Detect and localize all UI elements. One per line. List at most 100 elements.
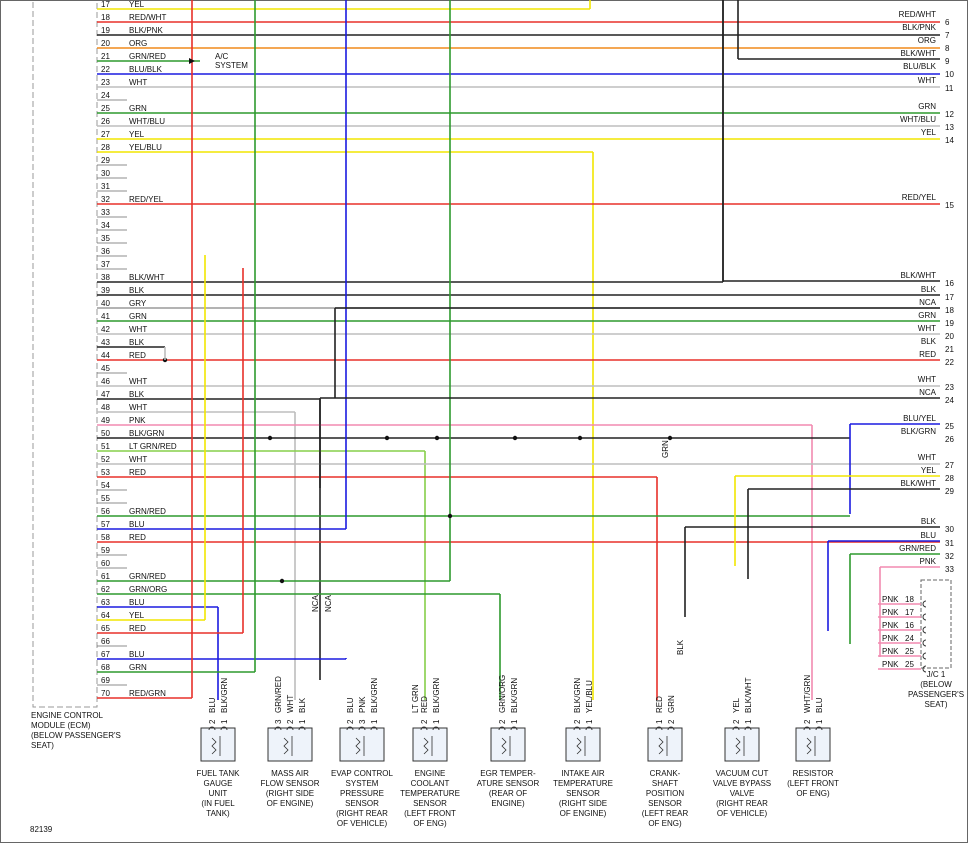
junction-wire-label: PNK (882, 595, 899, 604)
pin-wire-label: BLU (129, 520, 145, 529)
component-pin-number: 2 (346, 719, 355, 724)
pin-wire-label: GRN (129, 312, 147, 321)
pin-number: 44 (101, 351, 110, 360)
connector-wire-label: WHT/BLU (900, 115, 936, 124)
pin-wire-label: BLK (129, 390, 145, 399)
component-name: OF ENG) (796, 789, 830, 798)
pin-number: 36 (101, 247, 110, 256)
component-name: OF ENG) (648, 819, 682, 828)
pin-wire-label: YEL (129, 0, 145, 9)
connector-wire-label: BLK (921, 337, 937, 346)
component-name: TEMPERATURE (553, 779, 613, 788)
junction-wire-label: PNK (882, 647, 899, 656)
ecm-label: SEAT) (31, 741, 54, 750)
pin-wire-label: RED (129, 624, 146, 633)
connector-number: 23 (945, 383, 954, 392)
component-wire-label: YEL/BLU (585, 680, 594, 713)
connector-wire-label: BLK (921, 285, 937, 294)
connector-number: 10 (945, 70, 954, 79)
component-pin-number: 1 (815, 719, 824, 724)
connector-wire-label: GRN (918, 311, 936, 320)
connector-wire-label: GRN (918, 102, 936, 111)
connector-wire-label: BLU (920, 531, 936, 540)
connector-number: 17 (945, 293, 954, 302)
connector-number: 15 (945, 201, 954, 210)
pin-terminal (573, 726, 581, 731)
component-name: VALVE BYPASS (713, 779, 771, 788)
connector-number: 24 (945, 396, 954, 405)
pin-number: 17 (101, 0, 110, 9)
connector-wire-label: PNK (920, 557, 937, 566)
pin-number: 47 (101, 390, 110, 399)
connector-wire-label: NCA (919, 388, 937, 397)
component-name: TEMPERATURE (400, 789, 460, 798)
pin-number: 61 (101, 572, 110, 581)
nca-label: NCA (324, 594, 333, 612)
pin-number: 27 (101, 130, 110, 139)
pin-terminal (358, 726, 366, 731)
component-pin-number: 2 (420, 719, 429, 724)
component-name: FUEL TANK (197, 769, 241, 778)
pin-terminal (498, 726, 506, 731)
pin-number: 19 (101, 26, 110, 35)
connector-number: 19 (945, 319, 954, 328)
pin-wire-label: GRN (129, 104, 147, 113)
pin-wire-label: YEL/BLU (129, 143, 162, 152)
component-name: VALVE (730, 789, 755, 798)
splice (267, 435, 273, 441)
component-wire-label: GRN/ORG (498, 675, 507, 713)
pin-wire-label: WHT (129, 78, 147, 87)
connector-number: 30 (945, 525, 954, 534)
component-box (490, 727, 526, 762)
connector-number: 25 (945, 422, 954, 431)
component-symbol (735, 736, 745, 756)
pin-number: 48 (101, 403, 110, 412)
component-wire-label: BLU (208, 697, 217, 713)
connector-number: 26 (945, 435, 954, 444)
junction-terminal (922, 639, 927, 647)
connector-number: 32 (945, 552, 954, 561)
junction-wire-label: PNK (882, 660, 899, 669)
pin-number: 64 (101, 611, 110, 620)
pin-wire-label: WHT (129, 377, 147, 386)
pin-number: 37 (101, 260, 110, 269)
pin-wire-label: BLK (129, 286, 145, 295)
pin-number: 49 (101, 416, 110, 425)
component-wire-label: PNK (358, 696, 367, 713)
pin-number: 54 (101, 481, 110, 490)
pin-number: 23 (101, 78, 110, 87)
component-wire-label: LT GRN (411, 684, 420, 713)
component-box (200, 727, 236, 762)
pin-number: 50 (101, 429, 110, 438)
component-pin-number: 1 (298, 719, 307, 724)
component-symbol (501, 736, 511, 756)
connector-wire-label: RED/YEL (902, 193, 937, 202)
pin-wire-label: GRN/RED (129, 52, 166, 61)
pin-number: 38 (101, 273, 110, 282)
pin-wire-label: BLK (129, 338, 145, 347)
pin-wire-label: GRN/RED (129, 572, 166, 581)
ecm-label: ENGINE CONTROL (31, 711, 104, 720)
component-box (412, 727, 448, 762)
connector-wire-label: BLK/WHT (900, 271, 936, 280)
component-pin-number: 3 (274, 719, 283, 724)
splice (512, 435, 518, 441)
pin-terminal (655, 726, 663, 731)
pin-number: 52 (101, 455, 110, 464)
component-name: OF ENGINE) (267, 799, 314, 808)
pin-terminal (274, 726, 282, 731)
pin-wire-label: RED/GRN (129, 689, 166, 698)
splice (667, 435, 673, 441)
component-pin-number: 1 (655, 719, 664, 724)
pin-terminal (208, 726, 216, 731)
junction-pin-number: 16 (905, 621, 914, 630)
component-name: SHAFT (652, 779, 678, 788)
pin-wire-label: WHT (129, 325, 147, 334)
connector-number: 8 (945, 44, 950, 53)
component-name: PRESSURE (340, 789, 384, 798)
component-pin-number: 1 (744, 719, 753, 724)
pin-number: 35 (101, 234, 110, 243)
component-name: EGR TEMPER- (480, 769, 536, 778)
pin-terminal (420, 726, 428, 731)
connector-number: 21 (945, 345, 954, 354)
